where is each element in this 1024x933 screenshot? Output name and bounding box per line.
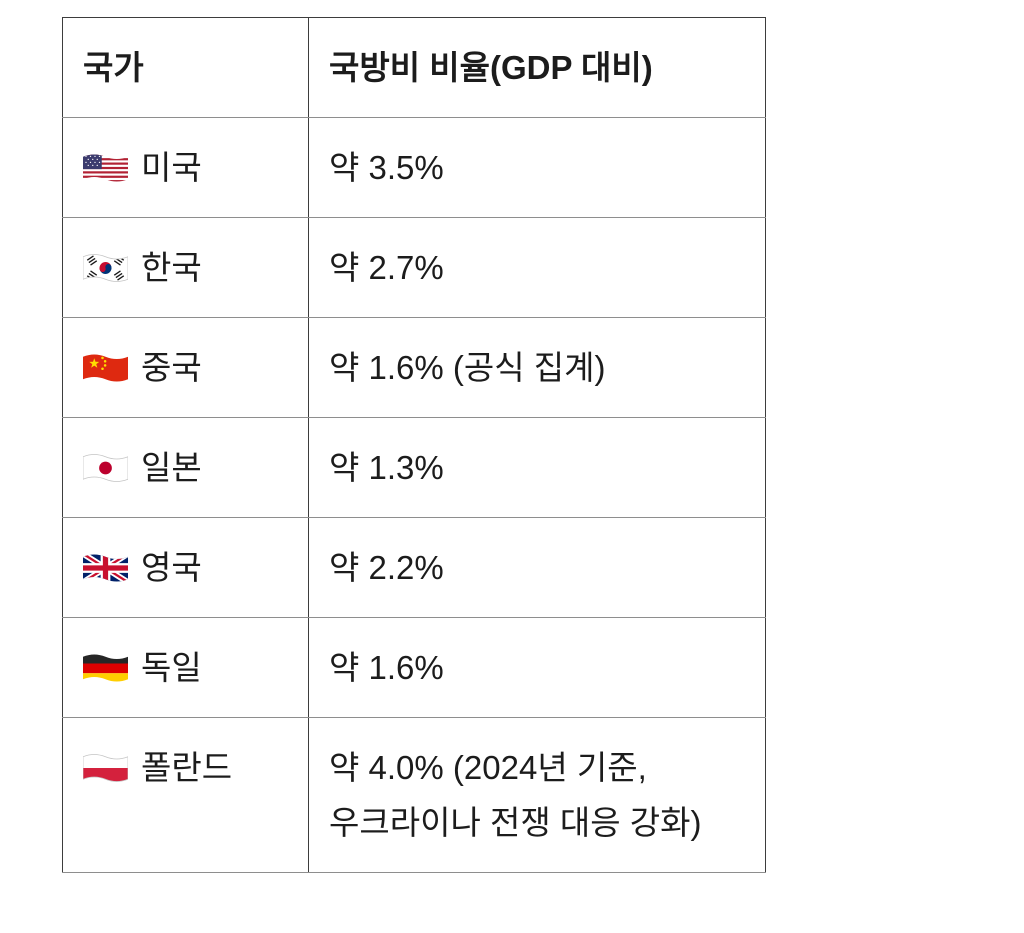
country-cell: 영국 bbox=[62, 517, 309, 618]
country-name: 폴란드 bbox=[141, 749, 233, 786]
ratio-value: 약 3.5% bbox=[329, 149, 444, 186]
country-cell: 한국 bbox=[62, 217, 309, 318]
ratio-cell: 약 1.6% (공식 집계) bbox=[308, 317, 766, 418]
ratio-cell: 약 1.3% bbox=[308, 417, 766, 518]
ratio-value: 약 2.2% bbox=[329, 549, 444, 586]
column-header-country-label: 국가 bbox=[83, 49, 144, 86]
table-row: 영국 약 2.2% bbox=[62, 517, 766, 618]
gb-flag-icon bbox=[83, 553, 128, 583]
country-name: 중국 bbox=[141, 349, 202, 386]
ratio-cell: 약 3.5% bbox=[308, 117, 766, 218]
kr-flag-icon bbox=[83, 253, 128, 283]
ratio-cell: 약 1.6% bbox=[308, 617, 766, 718]
ratio-cell: 약 4.0% (2024년 기준, 우크라이나 전쟁 대응 강화) bbox=[308, 717, 766, 873]
country-name: 독일 bbox=[141, 649, 202, 686]
table-row: 미국 약 3.5% bbox=[62, 117, 766, 218]
table-row: 중국 약 1.6% (공식 집계) bbox=[62, 317, 766, 418]
country-name: 영국 bbox=[141, 549, 202, 586]
table-row: 독일 약 1.6% bbox=[62, 617, 766, 718]
country-cell: 중국 bbox=[62, 317, 309, 418]
de-flag-icon bbox=[83, 653, 128, 683]
ratio-cell: 약 2.7% bbox=[308, 217, 766, 318]
ratio-value: 약 1.3% bbox=[329, 449, 444, 486]
defense-spending-table: 국가 국방비 비율(GDP 대비) bbox=[62, 17, 766, 873]
table-row: 한국 약 2.7% bbox=[62, 217, 766, 318]
country-name: 일본 bbox=[141, 449, 202, 486]
country-cell: 일본 bbox=[62, 417, 309, 518]
ratio-value: 약 2.7% bbox=[329, 249, 444, 286]
country-name: 미국 bbox=[141, 149, 202, 186]
ratio-cell: 약 2.2% bbox=[308, 517, 766, 618]
ratio-value: 약 1.6% (공식 집계) bbox=[329, 349, 606, 386]
jp-flag-icon bbox=[83, 453, 128, 483]
pl-flag-icon bbox=[83, 753, 128, 783]
header-row: 국가 국방비 비율(GDP 대비) bbox=[62, 17, 766, 118]
cn-flag-icon bbox=[83, 353, 128, 383]
column-header-country: 국가 bbox=[62, 17, 309, 118]
us-flag-icon bbox=[83, 153, 128, 183]
column-header-ratio: 국방비 비율(GDP 대비) bbox=[308, 17, 766, 118]
ratio-value: 약 1.6% bbox=[329, 649, 444, 686]
table-row: 폴란드 약 4.0% (2024년 기준, 우크라이나 전쟁 대응 강화) bbox=[62, 717, 766, 873]
country-cell: 미국 bbox=[62, 117, 309, 218]
country-cell: 독일 bbox=[62, 617, 309, 718]
ratio-value: 약 4.0% (2024년 기준, 우크라이나 전쟁 대응 강화) bbox=[329, 749, 702, 841]
country-name: 한국 bbox=[141, 249, 202, 286]
country-cell: 폴란드 bbox=[62, 717, 309, 873]
column-header-ratio-label: 국방비 비율(GDP 대비) bbox=[329, 49, 653, 86]
table-row: 일본 약 1.3% bbox=[62, 417, 766, 518]
